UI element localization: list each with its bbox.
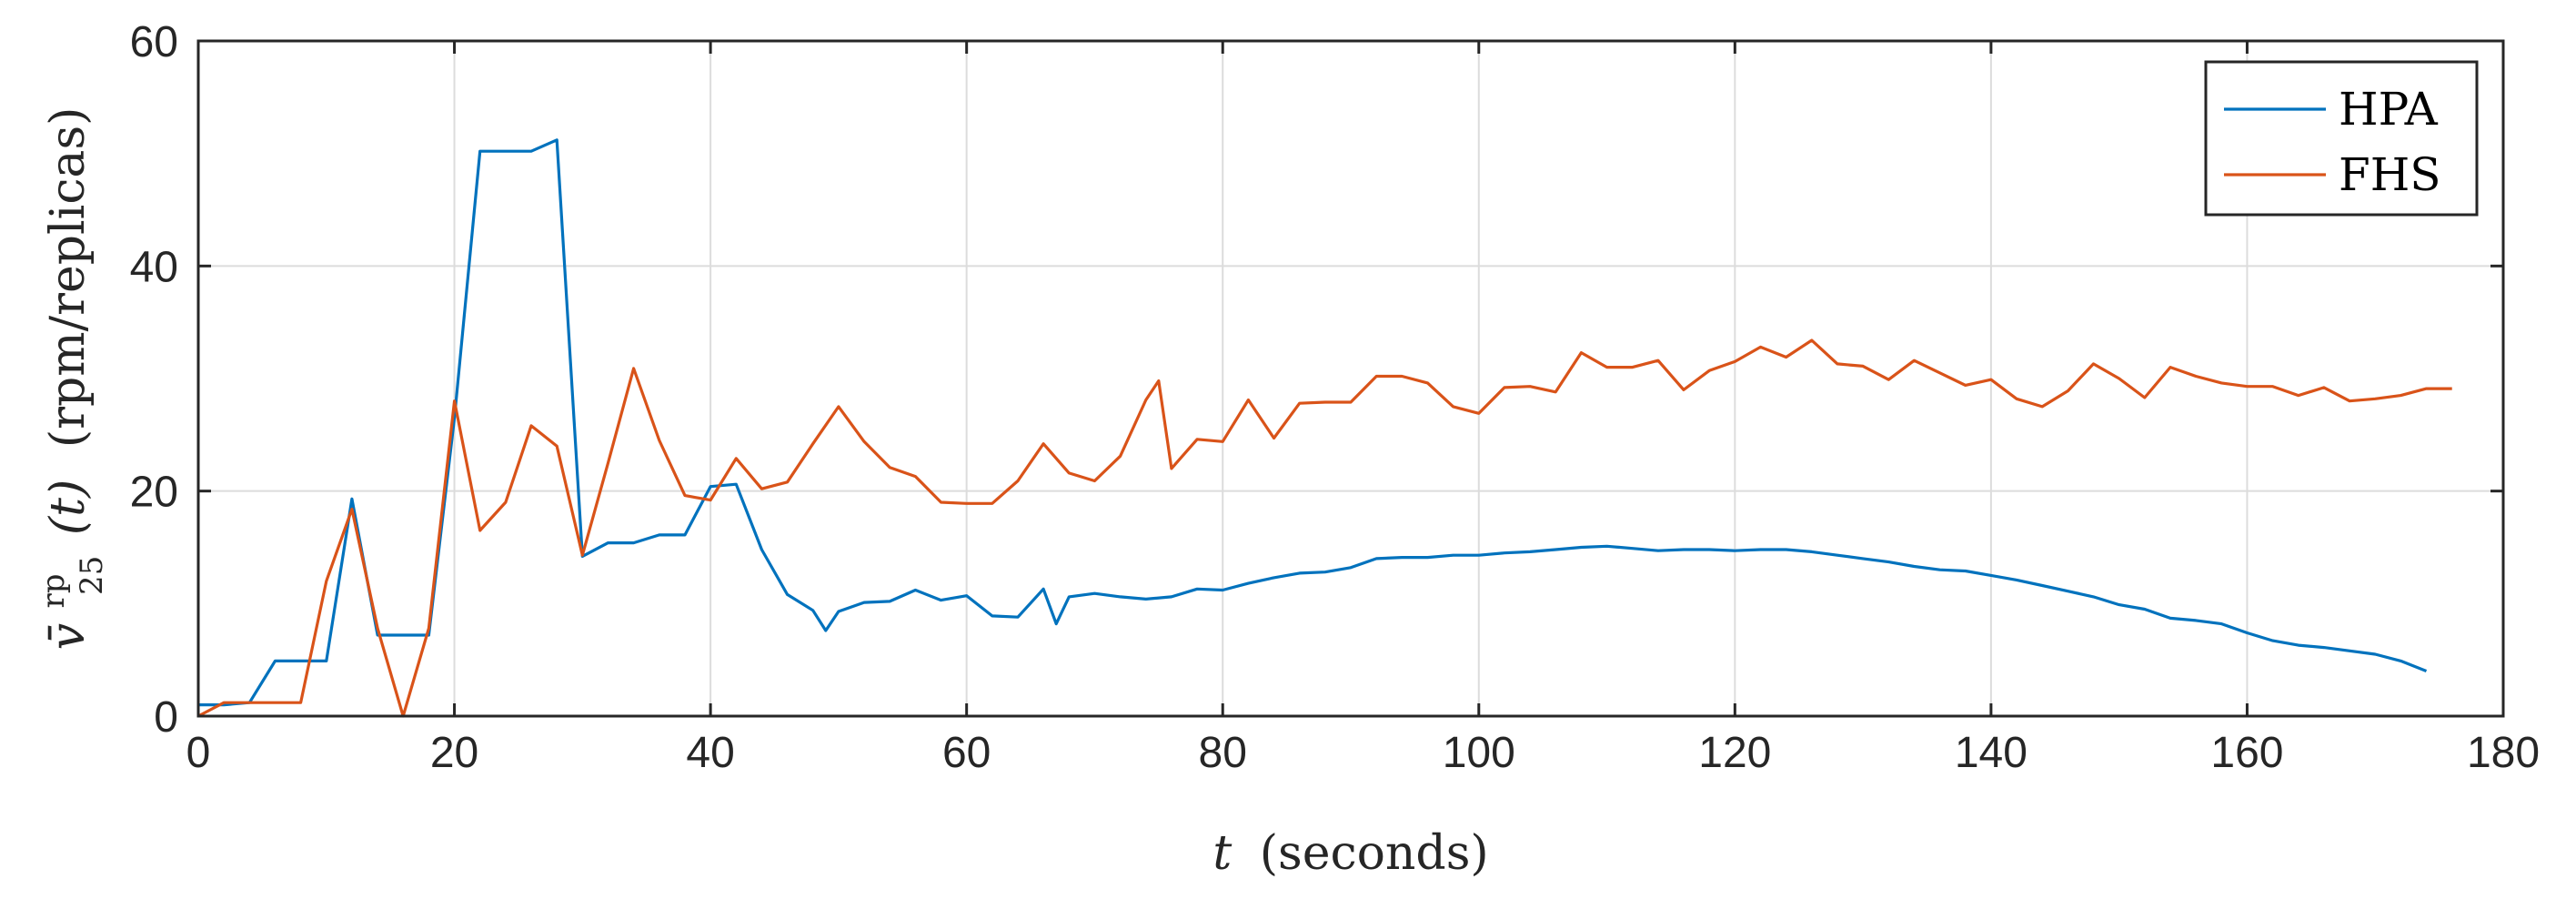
legend-label-hpa: HPA [2339,83,2439,136]
x-tick-label: 180 [2467,729,2540,777]
y-tick-label: 0 [154,693,178,742]
legend: HPA FHS [2204,60,2479,217]
x-tick-label: 60 [942,729,991,777]
ticks [196,39,2505,718]
x-tick-label: 140 [1955,729,2028,777]
x-tick-label: 80 [1199,729,1247,777]
x-tick-label: 0 [186,729,211,777]
legend-label-fhs: FHS [2339,148,2441,201]
y-axis-label: v̄ rp 25 (t) (rpm/replicas) [21,107,114,651]
y-axis-superscript: rp [35,573,72,608]
x-axis-unit: (seconds) [1260,826,1489,881]
x-tick-label: 40 [686,729,734,777]
x-tick-label: 120 [1698,729,1771,777]
y-axis-unit: (rpm/replicas) [41,107,96,449]
y-tick-label: 20 [130,469,178,517]
plot-area-frame [196,39,2505,718]
y-tick-labels: 0 20 40 60 [130,18,178,742]
y-tick-label: 40 [130,243,178,291]
x-axis-label: t (seconds) [1213,826,1488,881]
series-line-hpa [198,138,2428,707]
y-axis-variable: v̄ [41,623,96,650]
x-tick-label: 160 [2210,729,2283,777]
series-layer [197,138,2452,718]
y-axis-argument: (t) [41,480,96,535]
series-line-fhs [197,338,2452,718]
x-axis-variable: t [1213,826,1232,881]
x-tick-label: 20 [430,729,478,777]
x-tick-label: 100 [1443,729,1515,777]
y-axis-subscript: 25 [74,556,110,595]
y-tick-label: 60 [130,18,178,66]
x-tick-labels: 0 20 40 60 80 100 120 140 160 180 [186,729,2540,777]
legend-box [2204,60,2479,217]
